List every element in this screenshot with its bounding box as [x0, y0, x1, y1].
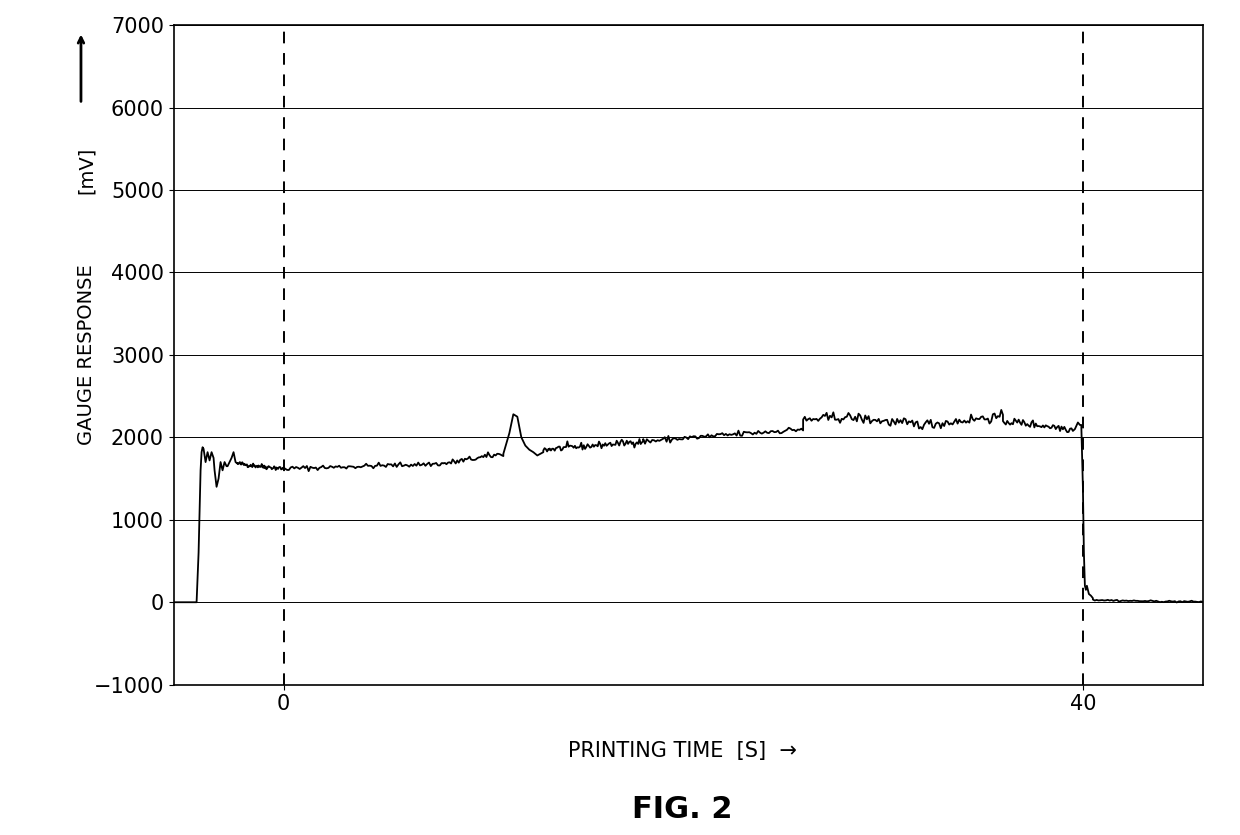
- Text: GAUGE RESPONSE: GAUGE RESPONSE: [77, 265, 95, 445]
- Text: FIG. 2: FIG. 2: [631, 796, 733, 824]
- Text: PRINTING TIME  [S]  →: PRINTING TIME [S] →: [568, 741, 796, 762]
- Text: [mV]: [mV]: [77, 147, 95, 194]
